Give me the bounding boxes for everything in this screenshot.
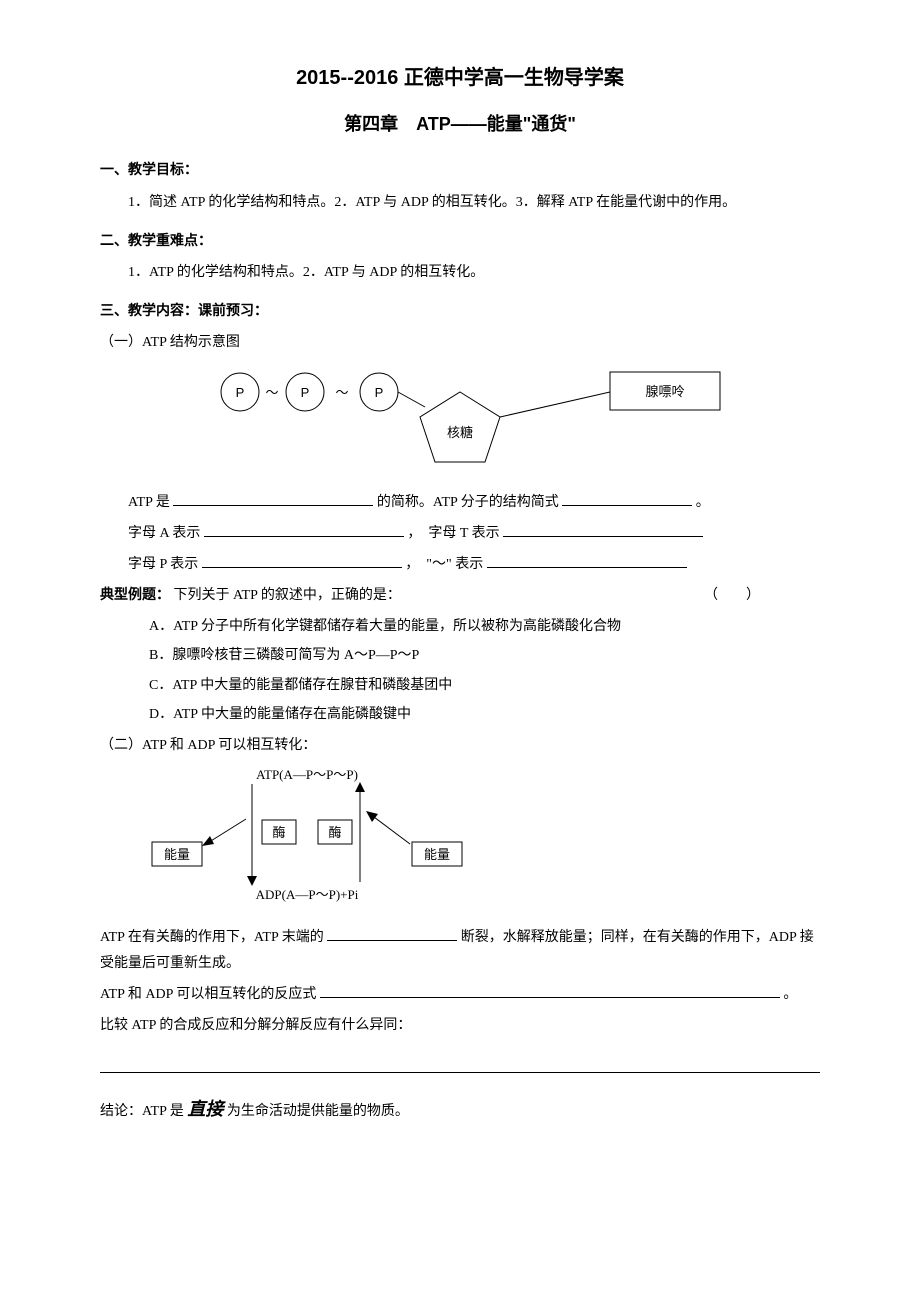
option-c[interactable]: C．ATP 中大量的能量都储存在腺苷和磷酸基团中: [100, 673, 820, 698]
blank-input[interactable]: [173, 491, 373, 506]
ribose-label: 核糖: [447, 425, 473, 440]
section1-head: 一、教学目标：: [100, 158, 820, 183]
blank-input[interactable]: [562, 491, 692, 506]
option-a[interactable]: A．ATP 分子中所有化学键都储存着大量的能量，所以被称为高能磷酸化合物: [100, 614, 820, 639]
fill-line3: 字母 P 表示 ， "～" 表示: [100, 552, 820, 577]
blank-input[interactable]: [503, 522, 703, 537]
atp-structure-diagram: P ～ P ～ P 核糖 腺嘌呤: [100, 362, 820, 482]
blank-input[interactable]: [320, 983, 780, 998]
text: 为生命活动提供能量的物质。: [227, 1104, 409, 1119]
arrowhead-icon: [366, 811, 378, 822]
enzyme-label: 酶: [328, 825, 341, 840]
section2-body: 1．ATP 的化学结构和特点。2．ATP 与 ADP 的相互转化。: [100, 260, 820, 285]
section2-head: 二、教学重难点：: [100, 229, 820, 254]
energy-in-arrow: [370, 814, 410, 844]
fill-line2: 字母 A 表示 ， 字母 T 表示: [100, 521, 820, 546]
energy-label: 能量: [424, 847, 450, 862]
main-title: 2015--2016 正德中学高一生物导学案: [100, 60, 820, 96]
arrowhead-icon: [202, 836, 214, 846]
para2: ATP 和 ADP 可以相互转化的反应式 。: [100, 982, 820, 1007]
blank-input[interactable]: [204, 522, 404, 537]
text: ATP 和 ADP 可以相互转化的反应式: [100, 987, 316, 1002]
question-label: 典型例题：: [100, 588, 170, 603]
text: 的简称。ATP 分子的结构简式: [377, 495, 559, 510]
phosphate-label: P: [236, 385, 245, 400]
text: 结论：ATP 是: [100, 1104, 184, 1119]
option-b[interactable]: B．腺嘌呤核苷三磷酸可简写为 A～P—P～P: [100, 643, 820, 668]
text: 。: [696, 495, 710, 510]
cycle-svg: ATP(A—P～P～P) ADP(A—P～P)+Pi 酶 酶 能量 能量: [142, 764, 492, 904]
blank-line[interactable]: [100, 1058, 820, 1073]
fill-line1: ATP 是 的简称。ATP 分子的结构简式 。: [100, 490, 820, 515]
phosphate-label: P: [301, 385, 310, 400]
sub1-label: （一）ATP 结构示意图: [100, 330, 820, 355]
atp-label: ATP(A—P～P～P): [256, 767, 358, 782]
question-stem-line: 典型例题： 下列关于 ATP 的叙述中，正确的是： （ ）: [100, 583, 820, 608]
atp-svg: P ～ P ～ P 核糖 腺嘌呤: [180, 362, 740, 482]
blank-input[interactable]: [487, 553, 687, 568]
tilde-bond: ～: [335, 385, 348, 400]
connector-line: [500, 392, 610, 417]
phosphate-label: P: [375, 385, 384, 400]
enzyme-label: 酶: [272, 825, 285, 840]
sub2-label: （二）ATP 和 ADP 可以相互转化：: [100, 733, 820, 758]
question-stem: 下列关于 ATP 的叙述中，正确的是：: [174, 588, 401, 603]
energy-label: 能量: [164, 847, 190, 862]
blank-input[interactable]: [327, 926, 457, 941]
section3-head: 三、教学内容：课前预习：: [100, 299, 820, 324]
adp-label: ADP(A—P～P)+Pi: [256, 887, 359, 902]
atp-adp-cycle-diagram: ATP(A—P～P～P) ADP(A—P～P)+Pi 酶 酶 能量 能量: [142, 764, 820, 913]
text: 字母 A 表示: [128, 526, 200, 541]
answer-paren[interactable]: （ ）: [704, 583, 760, 608]
option-d[interactable]: D．ATP 中大量的能量储存在高能磷酸键中: [100, 702, 820, 727]
para1: ATP 在有关酶的作用下，ATP 末端的 断裂，水解释放能量；同样，在有关酶的作…: [100, 925, 820, 975]
text: ATP 在有关酶的作用下，ATP 末端的: [100, 930, 324, 945]
text: 。: [783, 987, 797, 1002]
emphasis-direct: 直接: [187, 1099, 223, 1119]
para3: 比较 ATP 的合成反应和分解分解反应有什么异同：: [100, 1013, 820, 1038]
adenine-label: 腺嘌呤: [645, 384, 684, 399]
arrowhead-icon: [355, 782, 365, 792]
text: 字母 P 表示: [128, 557, 198, 572]
conclusion: 结论：ATP 是 直接 为生命活动提供能量的物质。: [100, 1093, 820, 1125]
tilde-bond: ～: [265, 385, 278, 400]
blank-input[interactable]: [202, 553, 402, 568]
section1-body: 1．简述 ATP 的化学结构和特点。2．ATP 与 ADP 的相互转化。3．解释…: [100, 190, 820, 215]
connector-line: [398, 392, 425, 407]
text: ， 字母 T 表示: [407, 526, 499, 541]
arrowhead-icon: [247, 876, 257, 886]
chapter-title: 第四章 ATP——能量"通货": [100, 108, 820, 140]
text: ATP 是: [128, 495, 170, 510]
text: ， "～" 表示: [405, 557, 483, 572]
